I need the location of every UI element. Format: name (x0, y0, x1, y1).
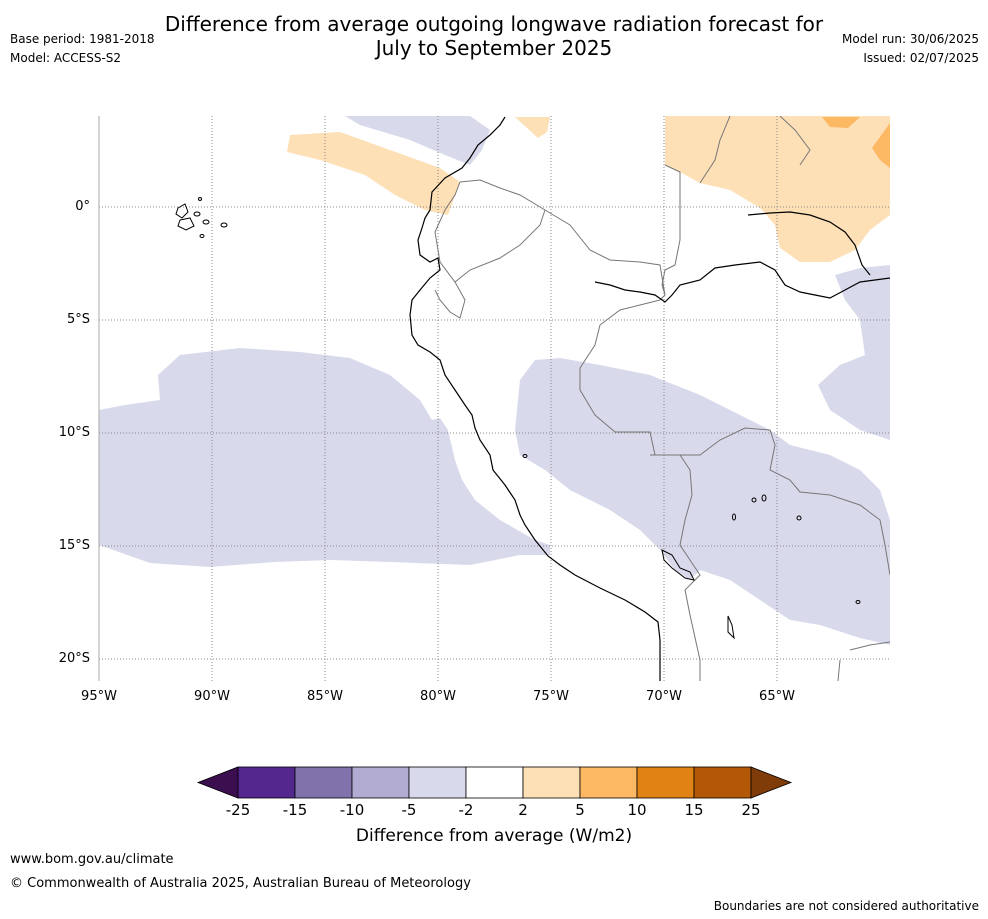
colorbar-swatch-1 (237, 766, 296, 799)
lon-label-85w: 85°W (307, 689, 343, 704)
positive-anomaly-patch-2 (872, 123, 890, 168)
colorbar-tick-minus5: -5 (401, 801, 417, 819)
negative-anomaly-region-north (345, 116, 490, 165)
copyright-notice: © Commonwealth of Australia 2025, Austra… (10, 876, 471, 891)
title-line-1: Difference from average outgoing longwav… (164, 12, 824, 36)
colorbar-tick-15: 15 (684, 801, 704, 819)
lat-label-5s: 5°S (66, 312, 90, 327)
colorbar-tick-minus25: -25 (225, 801, 251, 819)
colorbar-extend-low (196, 766, 239, 799)
lon-label-90w: 90°W (194, 689, 230, 704)
negative-anomaly-region-east (818, 265, 890, 440)
lat-label-0: 0° (75, 199, 90, 214)
colorbar-label: Difference from average (W/m2) (355, 826, 633, 846)
gridlines (99, 116, 890, 681)
colorbar-tick-minus15: -15 (282, 801, 308, 819)
galapagos-islands (175, 197, 228, 238)
model-name: Model: ACCESS-S2 (10, 51, 122, 65)
positive-anomaly-patch-1 (822, 117, 860, 128)
anomaly-shading (99, 116, 890, 645)
colorbar-tick-10: 10 (627, 801, 647, 819)
lat-label-20s: 20°S (58, 651, 90, 666)
lon-label-95w: 95°W (81, 689, 117, 704)
map-title: Difference from average outgoing longwav… (0, 12, 988, 60)
website-link[interactable]: www.bom.gov.au/climate (10, 852, 174, 867)
lon-label-80w: 80°W (420, 689, 456, 704)
colorbar-swatch-9 (693, 766, 752, 799)
lon-label-75w: 75°W (533, 689, 569, 704)
negative-anomaly-region-inland (515, 358, 890, 645)
colorbar-extend-high (750, 766, 793, 799)
title-line-2: July to September 2025 (375, 36, 613, 60)
positive-anomaly-region-northwest (287, 132, 460, 215)
lakes (522, 454, 861, 640)
country-borders (434, 116, 890, 681)
colorbar-tick-2: 2 (518, 801, 528, 819)
colorbar-swatch-4 (408, 766, 467, 799)
lat-label-15s: 15°S (58, 538, 90, 553)
lat-label-10s: 10°S (58, 425, 90, 440)
coastline (409, 116, 661, 681)
colorbar-tick-5: 5 (575, 801, 585, 819)
boundary-disclaimer: Boundaries are not considered authoritat… (713, 899, 979, 913)
colorbar-swatch-7 (579, 766, 638, 799)
colorbar-tick-minus2: -2 (458, 801, 474, 819)
colorbar-swatch-6 (522, 766, 581, 799)
colorbar-tick-minus10: -10 (339, 801, 365, 819)
model-run: Model run: 30/06/2025 (841, 32, 979, 46)
lon-label-70w: 70°W (646, 689, 682, 704)
colorbar-swatch-5 (465, 766, 524, 799)
amazon-river (594, 211, 890, 303)
issued-date: Issued: 02/07/2025 (863, 51, 979, 65)
base-period: Base period: 1981-2018 (10, 32, 155, 46)
colorbar-swatch-2 (294, 766, 353, 799)
positive-anomaly-region-small (515, 117, 550, 138)
colorbar-swatch-3 (351, 766, 410, 799)
lon-label-65w: 65°W (759, 689, 795, 704)
colorbar (196, 766, 793, 799)
colorbar-swatch-8 (636, 766, 695, 799)
colorbar-tick-25: 25 (741, 801, 761, 819)
